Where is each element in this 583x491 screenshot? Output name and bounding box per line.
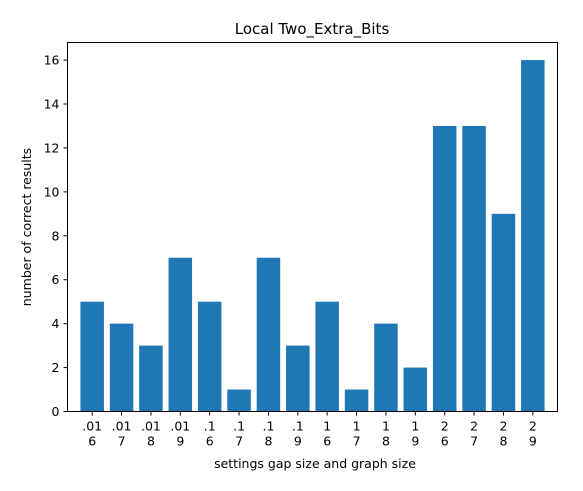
x-tick-label: 6 <box>88 434 96 449</box>
bar-1 <box>110 324 134 412</box>
x-tick-label: 9 <box>529 434 537 449</box>
bars-group <box>80 60 544 411</box>
chart-title: Local Two_Extra_Bits <box>235 20 390 39</box>
y-tick-label: 8 <box>52 228 60 243</box>
y-tick-label: 14 <box>44 97 60 112</box>
x-tick-label: 6 <box>441 434 449 449</box>
bar-6 <box>257 258 281 412</box>
y-tick-label: 0 <box>52 404 60 419</box>
x-tick-label: 8 <box>382 434 390 449</box>
x-tick-label: .01 <box>112 419 132 434</box>
bar-4 <box>198 302 222 412</box>
x-tick-label: 7 <box>470 434 478 449</box>
y-tick-label: 2 <box>52 360 60 375</box>
x-axis-label: settings gap size and graph size <box>214 456 416 471</box>
x-tick-label: 1 <box>411 419 419 434</box>
x-tick-label: .01 <box>82 419 102 434</box>
x-tick-label: 7 <box>353 434 361 449</box>
y-tick-label: 16 <box>44 53 60 68</box>
x-tick-label: .1 <box>204 419 216 434</box>
x-tick-label: 9 <box>176 434 184 449</box>
y-tick-label: 12 <box>44 140 60 155</box>
bar-8 <box>315 302 339 412</box>
bar-15 <box>521 60 545 411</box>
x-tick-label: 9 <box>294 434 302 449</box>
x-tick-label: .1 <box>262 419 274 434</box>
bar-12 <box>433 126 457 412</box>
bar-2 <box>139 346 163 412</box>
x-tick-label: 8 <box>147 434 155 449</box>
bar-7 <box>286 346 310 412</box>
x-tick-label: 8 <box>499 434 507 449</box>
x-tick-label: 1 <box>323 419 331 434</box>
bar-14 <box>492 214 516 412</box>
x-tick-label: 1 <box>353 419 361 434</box>
bar-0 <box>80 302 104 412</box>
bar-13 <box>462 126 486 412</box>
y-tick-label: 10 <box>44 184 60 199</box>
x-tick-label: 2 <box>529 419 537 434</box>
y-tick-label: 6 <box>52 272 60 287</box>
bar-9 <box>345 390 369 412</box>
bar-3 <box>169 258 193 412</box>
x-tick-label: 6 <box>323 434 331 449</box>
y-axis-ticks: 0 2 4 6 8 10 12 14 16 <box>44 53 68 419</box>
x-tick-label: .01 <box>170 419 190 434</box>
x-tick-label: .1 <box>233 419 245 434</box>
x-tick-label: 2 <box>441 419 449 434</box>
y-tick-label: 4 <box>52 316 60 331</box>
x-tick-label: 2 <box>499 419 507 434</box>
x-axis-ticks: .016.017.018.019.16.17.18.19161718192627… <box>82 412 537 449</box>
bar-5 <box>227 390 251 412</box>
x-tick-label: .01 <box>141 419 161 434</box>
x-tick-label: 8 <box>264 434 272 449</box>
x-tick-label: .1 <box>292 419 304 434</box>
x-tick-label: 7 <box>235 434 243 449</box>
x-tick-label: 9 <box>411 434 419 449</box>
bar-11 <box>404 368 428 412</box>
y-axis-label: number of correct results <box>19 148 34 306</box>
x-tick-label: 2 <box>470 419 478 434</box>
x-tick-label: 7 <box>118 434 126 449</box>
x-tick-label: 1 <box>382 419 390 434</box>
x-tick-label: 6 <box>206 434 214 449</box>
bar-10 <box>374 324 398 412</box>
